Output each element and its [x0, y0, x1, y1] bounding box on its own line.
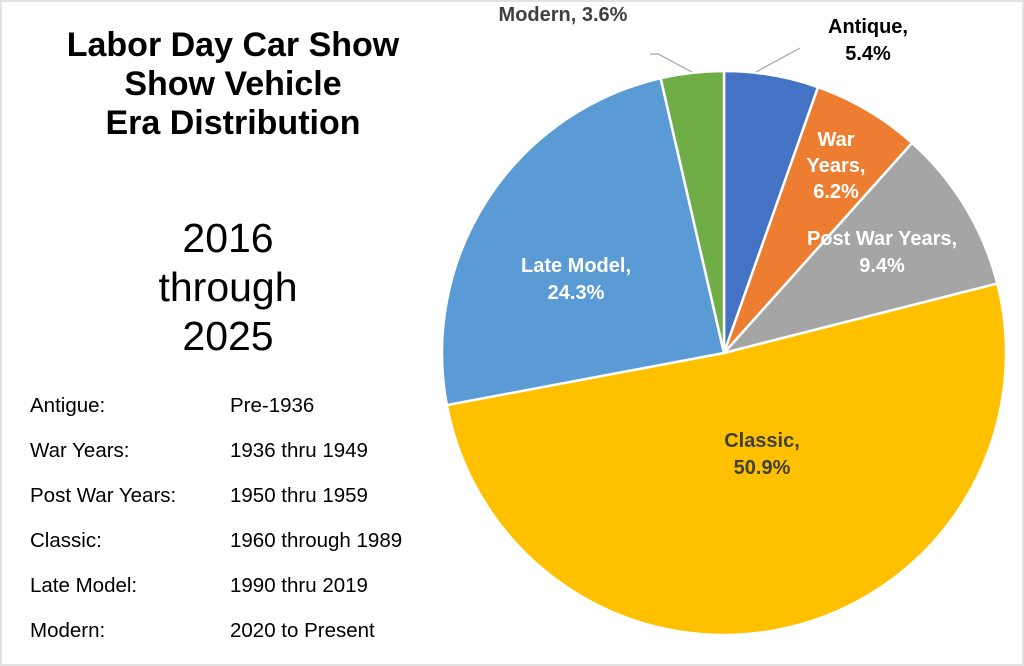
era-range: 2020 to Present [230, 619, 375, 642]
chart-title: Labor Day Car Show Show Vehicle Era Dist… [0, 26, 466, 143]
data-label-modern: Modern, 3.6% [499, 4, 628, 26]
title-line: Labor Day Car Show [66, 26, 400, 64]
era-name: Classic: [30, 529, 102, 552]
era-name: Antigue: [30, 394, 106, 417]
era-range: 1950 thru 1959 [230, 484, 368, 507]
era-range: 1990 thru 2019 [230, 574, 368, 597]
pie-slice-modern [659, 69, 726, 355]
data-label-line: War [817, 129, 854, 151]
title-line: Show Vehicle [124, 65, 342, 103]
data-label-war-years: War Years, 6.2% [807, 129, 866, 203]
era-name: Post War Years: [30, 484, 177, 507]
period-subtitle: 2016 through 2025 [0, 214, 456, 361]
data-label-line: 6.2% [813, 181, 859, 203]
era-range: Pre-1936 [230, 394, 315, 417]
data-label-line: Antique, [828, 16, 908, 38]
data-label-line: Classic, [724, 430, 800, 452]
data-label-line: 5.4% [845, 43, 891, 65]
data-label-classic: Classic, 50.9% [724, 430, 800, 479]
era-name: Late Model: [30, 574, 138, 597]
data-label-line: 24.3% [548, 282, 605, 304]
pie-slice-classic [445, 282, 1008, 637]
period-line: through [158, 264, 298, 310]
data-label-post-war-years: Post War Years, 9.4% [807, 228, 957, 277]
title-line: Era Distribution [105, 104, 361, 142]
period-line: 2025 [182, 313, 274, 359]
data-label-line: Late Model, [521, 255, 631, 277]
data-label-line: 50.9% [734, 457, 791, 479]
leader-line-antique [755, 47, 801, 73]
data-label-line: Modern, 3.6% [499, 4, 628, 26]
era-range: 1936 thru 1949 [230, 439, 368, 462]
leader-line-modern [650, 53, 693, 73]
data-label-line: Post War Years, [807, 228, 957, 250]
era-name: Modern: [30, 619, 106, 642]
data-label-line: 9.4% [859, 255, 905, 277]
period-line: 2016 [182, 215, 274, 261]
data-label-antique: Antique, 5.4% [828, 16, 908, 65]
data-label-late-model: Late Model, 24.3% [521, 255, 631, 304]
data-label-line: Years, [807, 155, 866, 177]
pie-slice-late-model [440, 76, 726, 407]
era-range: 1960 through 1989 [230, 529, 403, 552]
era-name: War Years: [30, 439, 130, 462]
